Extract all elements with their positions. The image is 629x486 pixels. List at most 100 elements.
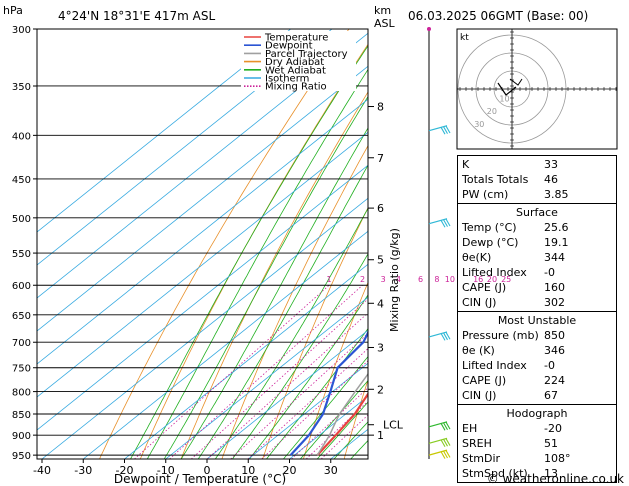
mixing-ratio-line	[230, 332, 368, 459]
series-line-temperature	[316, 392, 368, 456]
temperature-tick-label: 10	[241, 464, 255, 477]
isotherm-line	[37, 131, 368, 398]
legend-label: Dry Adiabat	[265, 57, 324, 68]
dry-adiabat-line	[99, 29, 350, 459]
lcl-label: LCL	[383, 419, 404, 432]
series-line-dewpoint	[289, 330, 368, 456]
pressure-tick-label: 550	[12, 249, 31, 260]
temperature-tick-label: -20	[116, 464, 134, 477]
row-value: 13	[544, 467, 558, 480]
isotherm-line	[37, 164, 368, 431]
isotherms	[37, 29, 368, 459]
isobar-lines	[37, 29, 368, 456]
hodograph-storm-motion	[509, 78, 523, 86]
table-row: CIN (J) 67	[462, 388, 612, 403]
row-value: 346	[544, 344, 565, 357]
table-row: PW (cm) 3.85	[462, 187, 612, 202]
sounding-series	[289, 330, 368, 456]
row-value: 46	[544, 173, 558, 186]
row-value: 302	[544, 296, 565, 309]
wet-adiabat-line	[214, 207, 368, 459]
mixing-ratio-line	[320, 414, 368, 459]
hodograph-title: Hodograph	[506, 407, 568, 420]
km-tick-label: 8	[377, 101, 384, 114]
table-row: CIN (J) 302	[462, 295, 612, 310]
km-tick-label: 2	[377, 383, 384, 396]
table-row: StmSpd (kt) 13	[462, 466, 612, 481]
row-value: 224	[544, 374, 565, 387]
mixing-ratio-labels: 1 2 3 4 6 8 10 16 20 25	[327, 275, 512, 284]
legend-label: Dewpoint	[265, 41, 313, 52]
pressure-tick-label: 850	[12, 410, 31, 421]
pressure-tick-label: 350	[12, 82, 31, 93]
mixing-ratio-label: 6	[418, 275, 423, 284]
hodograph-trace	[497, 82, 517, 96]
wind-barb-feather	[445, 421, 451, 430]
dry-adiabat-line	[180, 91, 368, 459]
row-label: CIN (J)	[462, 296, 497, 309]
pressure-tick-label: 950	[12, 451, 31, 462]
row-value: 3.85	[544, 188, 569, 201]
temperature-tick-label: -30	[74, 464, 92, 477]
row-label: Temp (°C)	[462, 221, 517, 234]
x-axis-label: Dewpoint / Temperature (°C)	[114, 472, 286, 486]
wind-barb-feather	[445, 438, 451, 446]
wind-barb-feather	[440, 451, 446, 459]
table-row: Lifted Index -0	[462, 265, 612, 280]
indices-panel: K 33 Totals Totals 46 PW (cm) 3.85 Surface Te…	[457, 155, 617, 483]
location-title: 4°24'N 18°31'E 417m ASL	[58, 9, 215, 23]
mixing-ratio-line	[169, 284, 363, 459]
wet-adiabat-line	[130, 45, 368, 459]
temperature-tick-label: -10	[157, 464, 175, 477]
wind-barb-feather	[445, 218, 451, 227]
hodograph-section: Hodograph EH -20 SREH 51 StmDir 108° StmSpd (k…	[458, 404, 616, 482]
most-unstable-title: Most Unstable	[497, 314, 577, 327]
row-value: 344	[544, 251, 565, 264]
mixing-ratio-label: 8	[434, 275, 439, 284]
mixing-ratio-label: 4	[396, 275, 401, 284]
table-row: Dewp (°C) 19.1	[462, 235, 612, 250]
row-label: θe(K)	[462, 251, 492, 264]
indices-table: K 33 Totals Totals 46 PW (cm) 3.85	[458, 156, 616, 203]
hodograph-table: EH -20 SREH 51 StmDir 108° StmSpd (kt) 13	[462, 421, 612, 481]
wind-barb-feather	[440, 423, 446, 431]
isotherm-line	[37, 65, 368, 332]
mixing-ratio-label: 16	[473, 275, 483, 284]
table-row: θe (K) 346	[462, 343, 612, 358]
mixing-ratio-axis-label: Mixing Ratio (g/kg)	[388, 228, 401, 332]
pressure-tick-label: 400	[12, 131, 31, 142]
hodograph-ring-label: 30	[474, 120, 484, 129]
temperature-axis: -40 -30 -20 -10 0 10 20 30	[33, 459, 338, 477]
row-value: 19.1	[544, 236, 569, 249]
legend-label: Temperature	[264, 33, 328, 44]
surface-section: Surface Temp (°C) 25.6 Dewp (°C) 19.1 θe(K) 3…	[458, 203, 616, 311]
isotherm-line	[248, 362, 368, 459]
wind-barb-feather	[440, 333, 446, 341]
most-unstable-section: Most Unstable Pressure (mb) 850 θe (K) 346 L…	[458, 311, 616, 404]
isotherm-line	[124, 263, 368, 459]
table-row: CAPE (J) 224	[462, 373, 612, 388]
row-value: -20	[544, 422, 562, 435]
row-value: 67	[544, 389, 558, 402]
plot-frame	[36, 28, 369, 460]
km-tick-label: 7	[377, 152, 384, 165]
temperature-tick-label: -40	[33, 464, 51, 477]
row-value: 108°	[544, 452, 571, 465]
pressure-tick-label: 800	[12, 388, 31, 399]
km-tick-label: 1	[377, 429, 384, 442]
row-value: 850	[544, 329, 565, 342]
row-label: Dewp (°C)	[462, 236, 519, 249]
hpa-unit-label: hPa	[3, 4, 23, 17]
mixing-ratio-label: 25	[501, 275, 511, 284]
series-line-parcel-trajectory	[316, 372, 368, 456]
wet-adiabat-line	[146, 68, 368, 459]
temperature-tick-label: 20	[283, 464, 297, 477]
pressure-tick-label: 750	[12, 364, 31, 375]
most-unstable-table: Pressure (mb) 850 θe (K) 346 Lifted Index -0 C…	[462, 328, 612, 403]
mixing-ratio-line	[206, 312, 368, 459]
km-tick-label: 3	[377, 341, 384, 354]
hodograph-unit: kt	[460, 33, 469, 43]
